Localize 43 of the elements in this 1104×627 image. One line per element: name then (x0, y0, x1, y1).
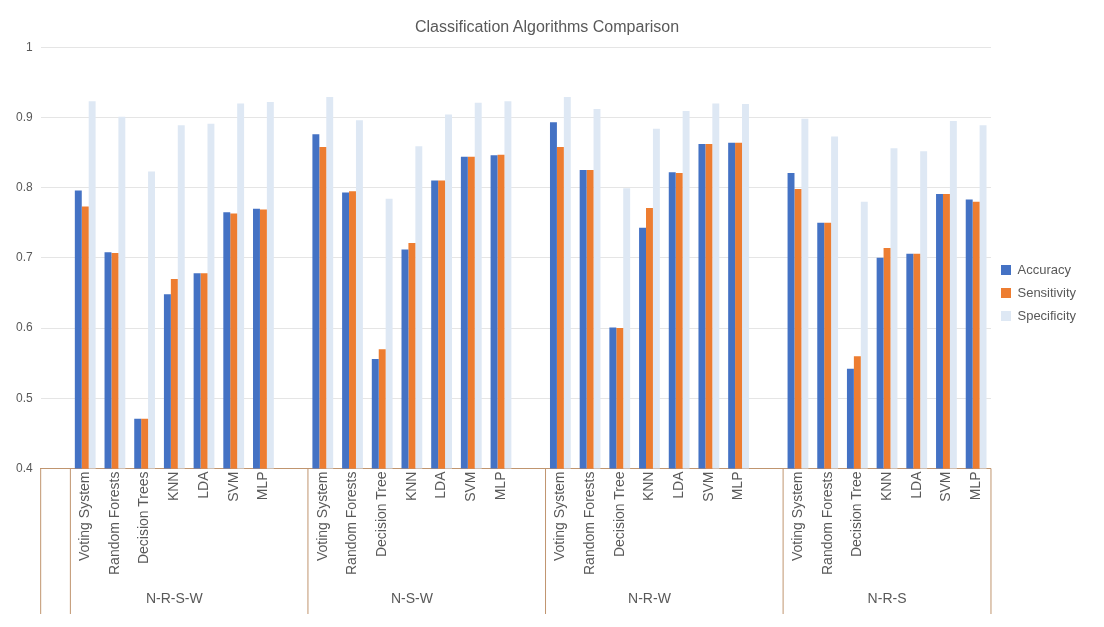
legend-label: Accuracy (1017, 261, 1072, 277)
x-tick-label: Decision Trees (135, 471, 152, 565)
x-tick-label: Decision Tree (610, 471, 627, 558)
y-tick-label: 0.6 (15, 320, 33, 335)
x-tick-label: LDA (194, 470, 211, 499)
x-tick-label: SVM (937, 471, 954, 502)
x-tick-label: SVM (224, 471, 241, 502)
x-tick-label: LDA (670, 470, 687, 499)
x-tick-label: KNN (640, 471, 657, 502)
y-tick-label: 0.4 (15, 460, 33, 475)
text: N-R-S (867, 589, 907, 606)
chart-title: Classification Algorithms Comparison (414, 18, 680, 36)
y-tick-label: 0.9 (15, 109, 33, 124)
x-tick-label: Decision Tree (848, 471, 865, 558)
x-tick-label: MLP (254, 471, 271, 501)
y-tick-label: 0.7 (15, 250, 33, 265)
x-tick-label: LDA (907, 470, 924, 499)
text: N-S-W (390, 589, 434, 606)
x-tick-label: MLP (966, 471, 983, 501)
x-tick-label: Voting System (551, 471, 568, 562)
y-tick-label: 0.8 (15, 179, 33, 194)
y-tick-label: 0.5 (15, 390, 33, 405)
x-tick-label: Random Forests (818, 471, 835, 575)
x-tick-label: MLP (491, 471, 508, 501)
x-tick-label: KNN (165, 471, 182, 502)
text: N-R-W (628, 589, 672, 606)
x-tick-label: LDA (432, 470, 449, 499)
legend-label: Specificity (1017, 307, 1077, 323)
x-tick-label: SVM (462, 471, 479, 502)
x-tick-label: Voting System (788, 471, 805, 562)
y-tick-label: 1 (25, 39, 33, 54)
x-tick-label: Random Forests (580, 471, 597, 575)
x-tick-label: Voting System (313, 471, 330, 562)
x-tick-label: Random Forests (105, 471, 122, 575)
text: N-R-S-W (145, 589, 204, 606)
x-tick-label: Random Forests (343, 471, 360, 575)
x-tick-label: SVM (699, 471, 716, 502)
x-tick-label: MLP (729, 471, 746, 501)
x-tick-label: KNN (877, 471, 894, 502)
legend-label: Sensitivity (1017, 284, 1077, 300)
x-tick-label: KNN (402, 471, 419, 502)
x-tick-label: Decision Tree (373, 471, 390, 558)
x-tick-label: Voting System (76, 471, 93, 562)
